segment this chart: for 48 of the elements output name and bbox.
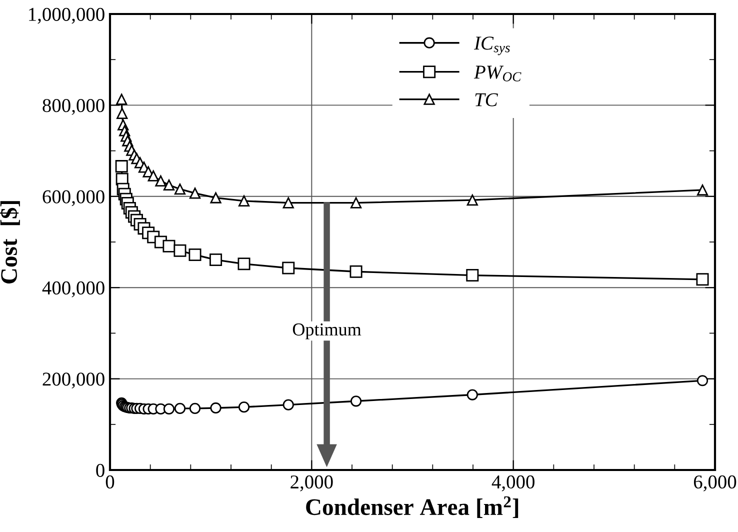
legend-label: IC$_{sys}$ [474, 36, 510, 56]
point [282, 262, 295, 274]
legend-label: PW$_{OC}$ [474, 66, 522, 82]
point [238, 258, 250, 270]
legend-label: TC [475, 93, 498, 106]
point [282, 197, 294, 208]
point [350, 197, 362, 208]
y-tick-label: 600,000 [42, 190, 104, 206]
x-tick-label: 2,000 [290, 475, 333, 492]
ref-line-label: Optimum [292, 323, 362, 340]
point [238, 402, 250, 413]
y-tick-label: 1,000,000 [29, 8, 104, 24]
point [148, 170, 159, 182]
y-axis-title: Cost [$] [0, 201, 20, 284]
point [210, 402, 222, 414]
point [189, 402, 201, 414]
point [238, 195, 250, 207]
point [115, 160, 128, 173]
x-tick-label: 6,000 [694, 475, 736, 492]
y-tick-label: 400,000 [42, 281, 104, 298]
point [163, 403, 175, 414]
point [116, 94, 128, 105]
point [282, 399, 294, 410]
point [466, 389, 478, 400]
point [174, 244, 186, 257]
x-tick-label: 4,000 [492, 475, 534, 492]
point [174, 184, 186, 195]
point [466, 194, 478, 206]
y-tick-label: 800,000 [42, 99, 104, 115]
point [163, 179, 175, 191]
y-tick-label: 200,000 [42, 372, 104, 389]
point [188, 248, 202, 262]
y-tick-label: 0 [96, 464, 104, 477]
point [696, 273, 709, 286]
point [174, 402, 186, 414]
point [116, 108, 128, 119]
point [696, 184, 708, 196]
point [350, 396, 362, 407]
x-axis-title: Condenser Area [m$^{2}$] [306, 496, 518, 518]
point [696, 375, 708, 386]
point [210, 192, 222, 204]
point [466, 269, 479, 282]
point [162, 240, 176, 252]
x-tick-label: 0 [106, 475, 114, 489]
point [155, 175, 166, 186]
point [210, 254, 222, 266]
point [189, 188, 201, 199]
point [350, 265, 362, 278]
